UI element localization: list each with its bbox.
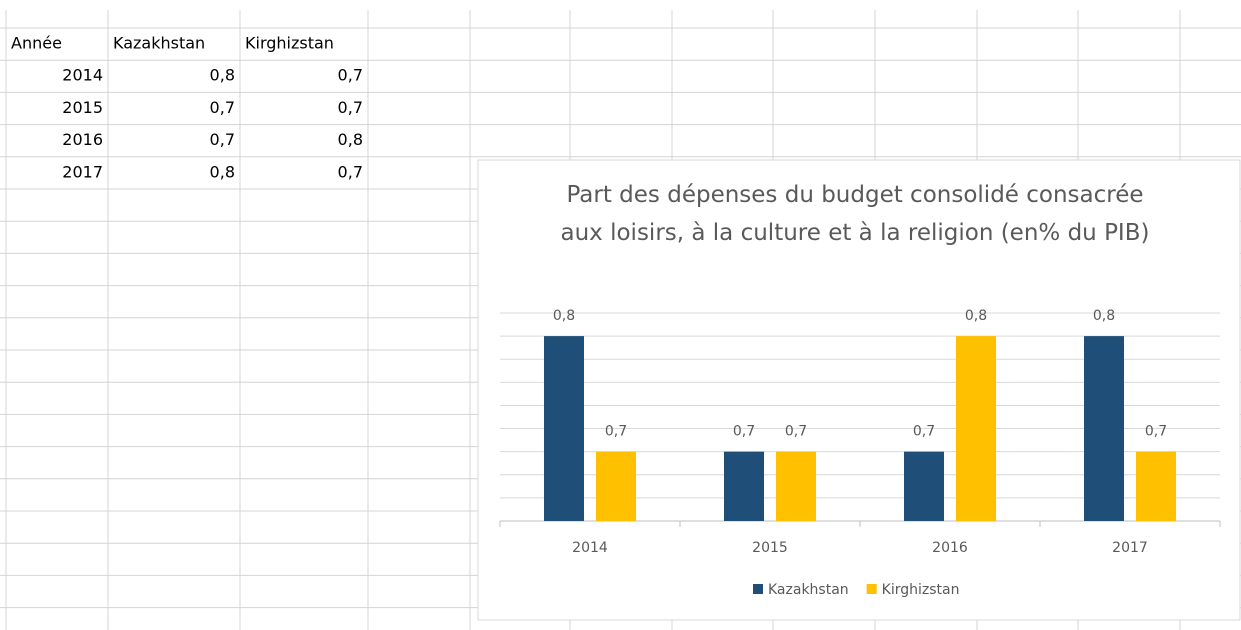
legend-label: Kazakhstan (768, 582, 849, 598)
data-label: 0,8 (553, 308, 575, 324)
cell: 2016 (62, 130, 103, 149)
header-cell: Année (11, 34, 62, 53)
cell: 2015 (62, 98, 103, 117)
cell: 0,8 (210, 66, 235, 85)
cell: 2014 (62, 66, 103, 85)
data-label: 0,7 (913, 424, 935, 440)
x-tick-label: 2014 (572, 540, 608, 556)
bar (596, 451, 636, 521)
bar (1084, 336, 1124, 521)
data-label: 0,7 (605, 424, 627, 440)
cell: 0,7 (210, 98, 235, 117)
cell: 0,8 (210, 162, 235, 181)
legend-label: Kirghizstan (882, 582, 960, 598)
cell: 0,7 (338, 98, 363, 117)
cell: 0,7 (338, 66, 363, 85)
bar (1136, 451, 1176, 521)
data-label: 0,8 (1093, 308, 1115, 324)
data-label: 0,7 (785, 424, 807, 440)
header-cell: Kirghizstan (245, 34, 334, 53)
bar (776, 451, 816, 521)
x-tick-label: 2017 (1112, 540, 1148, 556)
header-cell: Kazakhstan (113, 34, 205, 53)
legend-swatch (866, 584, 877, 594)
cell: 2017 (62, 162, 103, 181)
legend-swatch (753, 584, 763, 594)
bar (904, 451, 944, 521)
data-label: 0,8 (965, 308, 987, 324)
x-tick-label: 2016 (932, 540, 968, 556)
chart-title: Part des dépenses du budget consolidé co… (561, 182, 1150, 246)
bar (956, 336, 996, 521)
x-tick-label: 2015 (752, 540, 788, 556)
cell: 0,8 (338, 130, 363, 149)
cell: 0,7 (338, 162, 363, 181)
data-label: 0,7 (1145, 424, 1167, 440)
bar (724, 451, 764, 521)
data-label: 0,7 (733, 424, 755, 440)
cell: 0,7 (210, 130, 235, 149)
bar (544, 336, 584, 521)
